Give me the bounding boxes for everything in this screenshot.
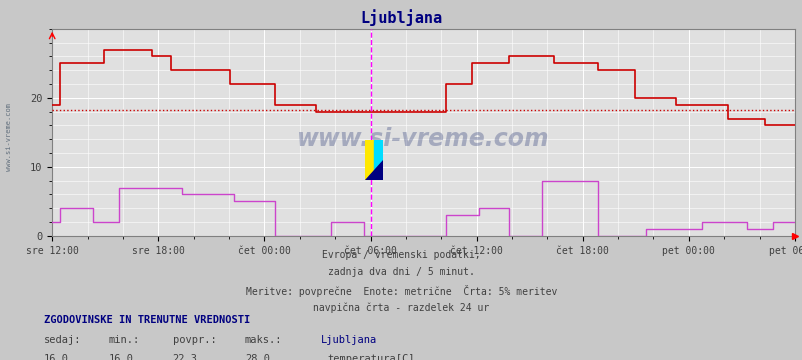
Bar xyxy=(365,140,374,180)
Text: min.:: min.: xyxy=(108,335,140,345)
Text: povpr.:: povpr.: xyxy=(172,335,216,345)
Text: 22,3: 22,3 xyxy=(172,354,197,360)
Text: sedaj:: sedaj: xyxy=(44,335,82,345)
Text: ZGODOVINSKE IN TRENUTNE VREDNOSTI: ZGODOVINSKE IN TRENUTNE VREDNOSTI xyxy=(44,315,250,325)
Polygon shape xyxy=(365,160,383,180)
Text: 16,0: 16,0 xyxy=(108,354,133,360)
Text: navpična črta - razdelek 24 ur: navpična črta - razdelek 24 ur xyxy=(313,302,489,312)
Text: Evropa / vremenski podatki,: Evropa / vremenski podatki, xyxy=(322,250,480,260)
Text: 28,0: 28,0 xyxy=(245,354,269,360)
Text: Ljubljana: Ljubljana xyxy=(321,335,377,345)
Text: maks.:: maks.: xyxy=(245,335,282,345)
Text: Ljubljana: Ljubljana xyxy=(360,9,442,26)
Text: zadnja dva dni / 5 minut.: zadnja dva dni / 5 minut. xyxy=(328,267,474,278)
Text: www.si-vreme.com: www.si-vreme.com xyxy=(6,103,12,171)
Text: Meritve: povprečne  Enote: metrične  Črta: 5% meritev: Meritve: povprečne Enote: metrične Črta:… xyxy=(245,285,557,297)
Bar xyxy=(374,140,383,180)
Text: temperatura[C]: temperatura[C] xyxy=(327,354,415,360)
Text: www.si-vreme.com: www.si-vreme.com xyxy=(297,126,549,150)
Text: 16,0: 16,0 xyxy=(44,354,69,360)
